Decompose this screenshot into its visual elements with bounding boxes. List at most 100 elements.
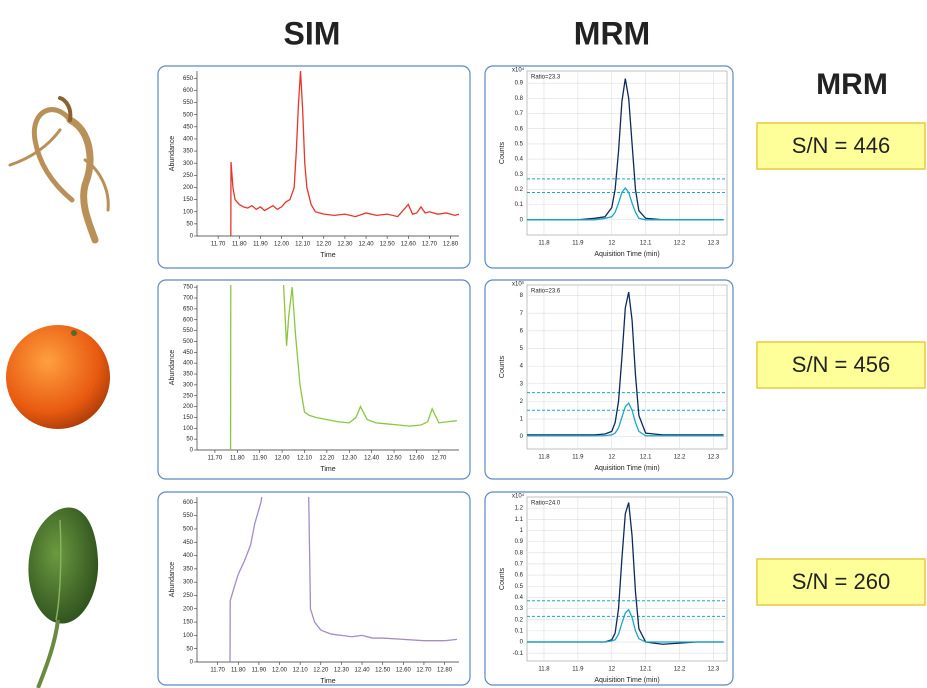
y-tick-label: 2 [520,399,524,405]
x-tick-label: 12.2 [674,241,686,247]
x-tick-label: 12.1 [640,667,652,673]
column-header: MRM [574,15,650,51]
x-tick-label: 12.1 [640,455,652,461]
y-tick-label: -0.1 [513,651,524,657]
x-tick-label: 11.80 [230,456,245,462]
sn-box [756,558,926,606]
x-tick-label: 11.8 [538,667,550,673]
y-tick-label: 0.6 [515,573,524,579]
y-axis-label: Counts [499,567,506,590]
y-tick-label: 550 [183,328,194,334]
y-tick-label: 7 [520,311,524,317]
y-multiplier: x10⁴ [512,67,525,74]
y-tick-label: 0.8 [515,96,524,102]
y-tick-label: 0.2 [515,187,524,193]
y-tick-label: 350 [183,566,194,572]
x-tick-label: 11.70 [211,242,226,248]
y-tick-label: 200 [183,606,194,612]
y-tick-label: 0.7 [515,562,524,568]
y-multiplier: x10³ [512,282,524,288]
y-tick-label: 150 [183,197,194,203]
x-tick-label: 12.50 [380,242,396,248]
sn-box [756,341,926,389]
y-tick-label: 500 [183,112,194,118]
y-tick-label: 0.4 [515,595,524,601]
y-tick-label: 550 [183,513,194,519]
plot-frame [526,70,728,236]
y-tick-label: 250 [183,173,194,179]
x-tick-label: 12.30 [334,668,350,674]
x-tick-label: 12.20 [316,242,332,248]
x-tick-label: 11.70 [208,456,223,462]
ginseng-image [8,96,110,244]
y-tick-label: 0 [520,640,524,646]
x-tick-label: 12.2 [674,455,686,461]
ratio-annotation: Ratio=23.3 [531,75,561,81]
plot-frame [526,496,728,662]
y-tick-label: 300 [183,161,194,167]
x-tick-label: 12.10 [297,456,313,462]
x-tick-label: 11.80 [231,668,246,674]
ratio-annotation: Ratio=23.6 [531,289,561,295]
x-tick-label: 12.50 [375,668,391,674]
x-tick-label: 12.30 [342,456,358,462]
sn-label: S/N = 446 [792,133,890,158]
y-tick-label: 400 [183,553,194,559]
spinach-image [28,507,99,688]
x-tick-label: 12.50 [387,456,403,462]
y-tick-label: 250 [183,393,194,399]
y-tick-label: 1.2 [515,506,524,512]
x-tick-label: 12.2 [674,667,686,673]
x-axis-label: Time [320,678,335,685]
x-tick-label: 12.40 [359,242,375,248]
y-tick-label: 1 [520,417,524,423]
side-header: MRM [816,68,888,101]
ratio-annotation: Ratio=24.0 [531,501,561,507]
y-tick-label: 450 [183,540,194,546]
y-tick-label: 0.8 [515,550,524,556]
y-tick-label: 300 [183,382,194,388]
series-line [229,285,457,450]
x-tick-label: 12.80 [443,242,459,248]
chart-panel [157,491,471,686]
x-tick-label: 12.40 [364,456,380,462]
y-axis-label: Abundance [169,136,176,172]
y-multiplier: x10⁴ [512,493,525,500]
y-tick-label: 0.9 [515,81,524,87]
y-tick-label: 200 [183,185,194,191]
x-tick-label: 11.70 [210,668,225,674]
sn-box [756,122,926,170]
series-line [527,291,724,436]
x-tick-label: 11.90 [252,668,267,674]
y-tick-label: 450 [183,350,194,356]
y-tick-label: 1 [520,528,524,534]
y-tick-label: 50 [186,437,193,443]
x-tick-label: 11.8 [538,455,550,461]
y-tick-label: 50 [186,646,193,652]
x-tick-label: 12.00 [272,668,288,674]
y-tick-label: 6 [520,328,524,334]
y-tick-label: 0.5 [515,584,524,590]
y-tick-label: 600 [183,88,194,94]
y-tick-label: 0 [190,234,194,240]
y-tick-label: 400 [183,361,194,367]
y-axis-label: Abundance [169,562,176,598]
x-tick-label: 11.9 [572,241,584,247]
x-tick-label: 12.3 [708,241,720,247]
sn-label: S/N = 456 [792,352,890,377]
column-header: SIM [284,15,341,51]
x-tick-label: 12.20 [319,456,335,462]
y-tick-label: 0.6 [515,126,524,132]
y-tick-label: 700 [183,296,194,302]
x-tick-label: 11.9 [572,667,584,673]
series-line [527,186,724,221]
y-axis-label: Counts [499,355,506,378]
x-tick-label: 12.00 [275,456,291,462]
x-tick-label: 12.80 [437,668,453,674]
y-tick-label: 0.1 [515,628,524,634]
y-axis-label: Abundance [169,350,176,386]
y-tick-label: 0.4 [515,157,524,163]
x-tick-label: 12.70 [431,456,447,462]
y-tick-label: 0 [520,434,524,440]
